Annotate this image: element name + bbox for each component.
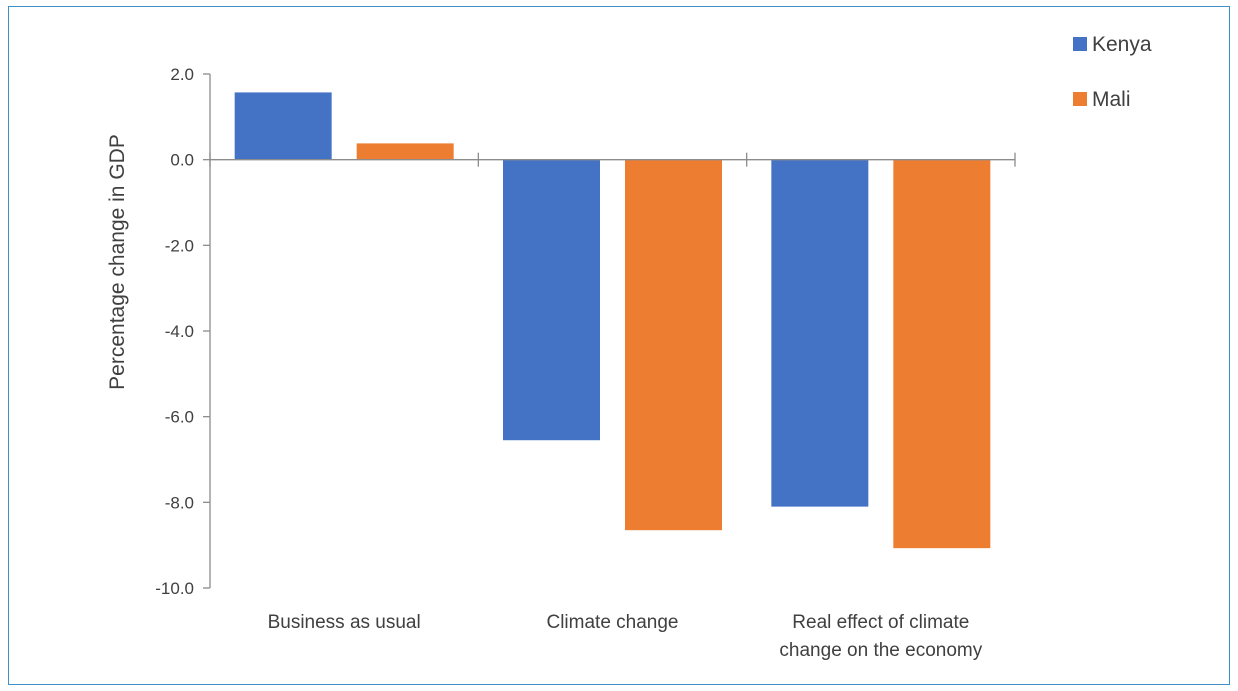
y-axis: 2.0 0.0 -2.0 -4.0 -6.0 -8.0 -10.0 <box>155 65 211 598</box>
x-category-label: Business as usual <box>268 612 421 633</box>
legend: Kenya Mali <box>1073 33 1152 111</box>
legend-swatch-mali <box>1073 92 1087 106</box>
bar-mali-2 <box>625 159 722 531</box>
y-tick-label: -2.0 <box>165 236 194 255</box>
legend-label-mali: Mali <box>1092 88 1131 111</box>
bar-kenya-2 <box>503 159 600 441</box>
x-axis: Business as usual Climate change Real effe… <box>209 152 1016 661</box>
legend-label-kenya: Kenya <box>1092 33 1152 56</box>
y-tick-label: -4.0 <box>165 322 194 341</box>
y-tick-label: 0.0 <box>170 151 194 170</box>
plot-area <box>234 92 991 549</box>
y-tick-label: -10.0 <box>155 579 194 598</box>
y-axis-label: Percentage change in GDP <box>106 134 129 390</box>
bar-kenya-1 <box>234 92 332 160</box>
bar-kenya-3 <box>771 159 869 507</box>
y-tick-label: -8.0 <box>165 493 194 512</box>
y-tick-label: 2.0 <box>170 65 194 84</box>
x-category-label: Real effect of climate change on the econ… <box>779 612 982 661</box>
x-category-label: Climate change <box>546 612 678 633</box>
legend-swatch-kenya <box>1073 37 1087 51</box>
bar-mali-1 <box>356 143 454 160</box>
y-tick-label: -6.0 <box>165 408 194 427</box>
chart-frame <box>8 6 1230 685</box>
bar-mali-3 <box>893 159 991 549</box>
